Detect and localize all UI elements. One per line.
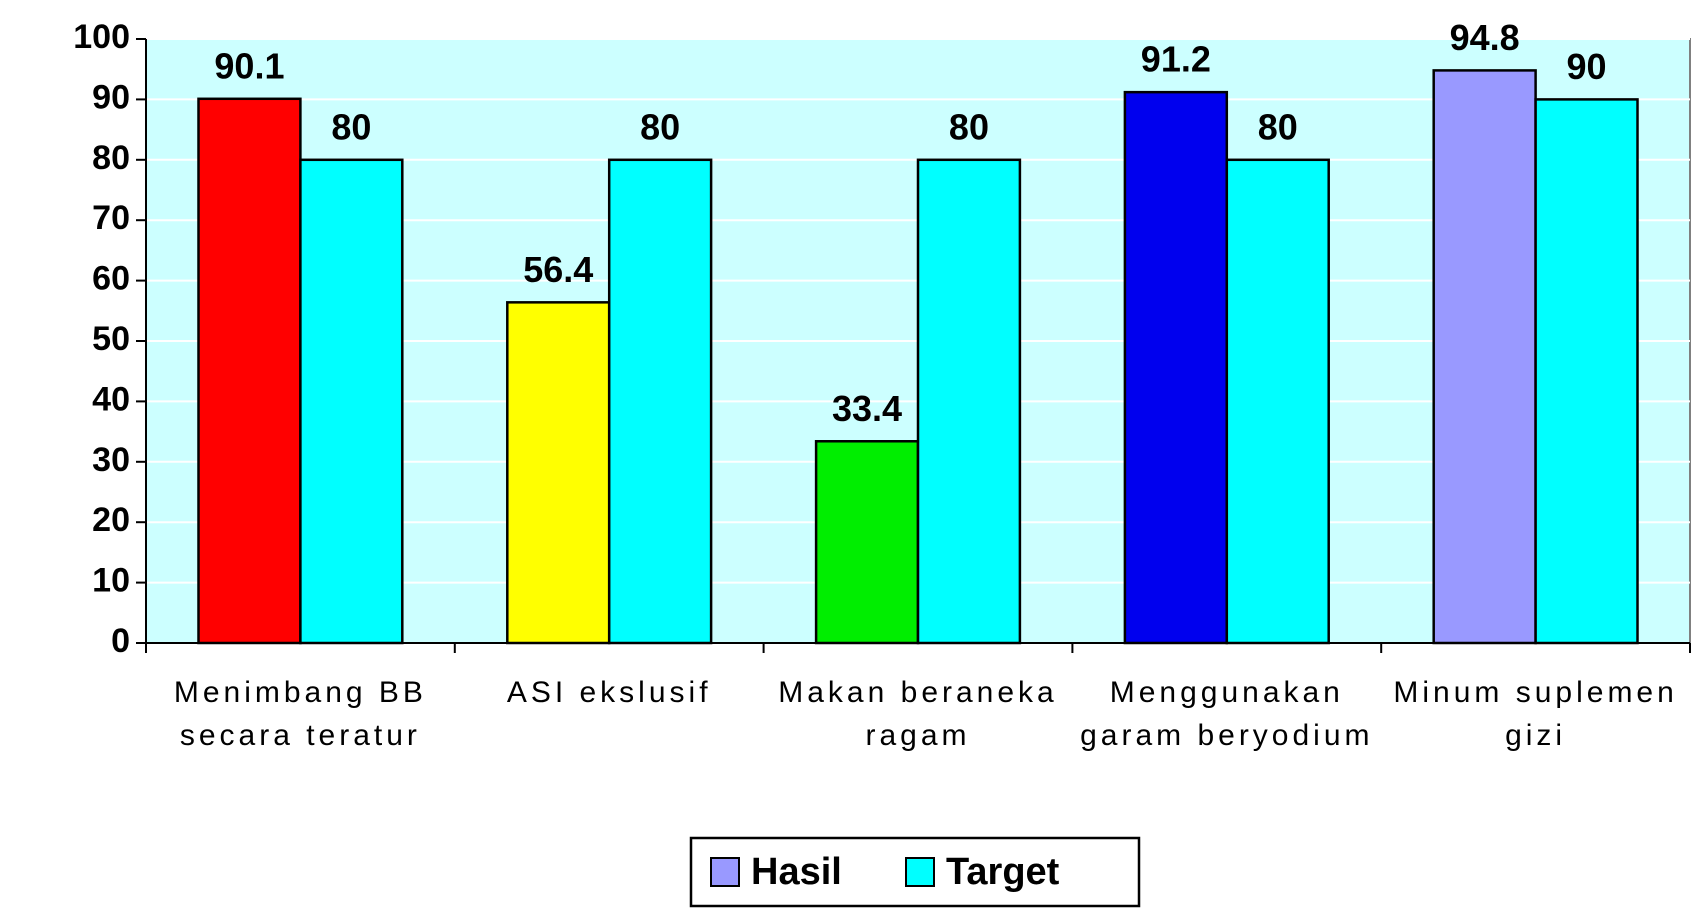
data-label: 80 <box>331 106 371 147</box>
bar <box>299 158 404 645</box>
legend-swatch <box>710 857 740 887</box>
y-tick-label: 60 <box>92 260 130 298</box>
y-tick-label: 90 <box>92 78 130 116</box>
data-label: 94.8 <box>1450 17 1520 58</box>
y-tick-label: 30 <box>92 441 130 479</box>
bar <box>1123 90 1229 645</box>
data-label: 90.1 <box>214 45 284 86</box>
y-tick-label: 70 <box>92 199 130 237</box>
y-tick-label: 80 <box>92 139 130 177</box>
x-tick-label: Makan beraneka ragam <box>778 676 1058 752</box>
bar <box>814 440 920 645</box>
bar <box>1432 69 1537 645</box>
data-label: 91.2 <box>1141 39 1211 80</box>
legend-label: Hasil <box>751 851 842 893</box>
data-label: 80 <box>949 106 989 147</box>
data-label: 56.4 <box>523 249 593 290</box>
y-tick-label: 0 <box>111 622 130 660</box>
y-tick-label: 20 <box>92 501 130 539</box>
x-tick-label: Menggunakan garam beryodium <box>1080 676 1374 752</box>
y-tick-label: 10 <box>92 562 130 600</box>
y-tick-label: 40 <box>92 380 130 418</box>
bar <box>607 158 713 645</box>
x-tick-label: Menimbang BB secara teratur <box>173 676 427 752</box>
data-label: 90 <box>1567 46 1607 87</box>
y-tick-label: 100 <box>73 18 130 56</box>
x-tick-label: Minum suplemen gizi <box>1393 676 1678 752</box>
bar <box>197 97 302 645</box>
legend-swatch <box>905 857 935 887</box>
data-label: 33.4 <box>832 388 902 429</box>
legend-label: Target <box>946 851 1060 893</box>
bar <box>506 301 611 645</box>
bar <box>916 158 1022 645</box>
bar <box>1225 158 1330 645</box>
data-label: 80 <box>640 106 680 147</box>
data-label: 80 <box>1258 106 1298 147</box>
y-tick-label: 50 <box>92 320 130 358</box>
bar <box>1534 98 1639 645</box>
x-tick-label: ASI ekslusif <box>506 676 712 709</box>
